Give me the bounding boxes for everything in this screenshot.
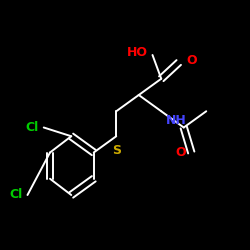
Text: O: O [176, 146, 186, 159]
Text: S: S [112, 144, 121, 157]
Text: NH: NH [166, 114, 187, 127]
Text: O: O [186, 54, 197, 66]
Text: Cl: Cl [9, 188, 22, 202]
Text: HO: HO [126, 46, 148, 59]
Text: Cl: Cl [26, 121, 39, 134]
